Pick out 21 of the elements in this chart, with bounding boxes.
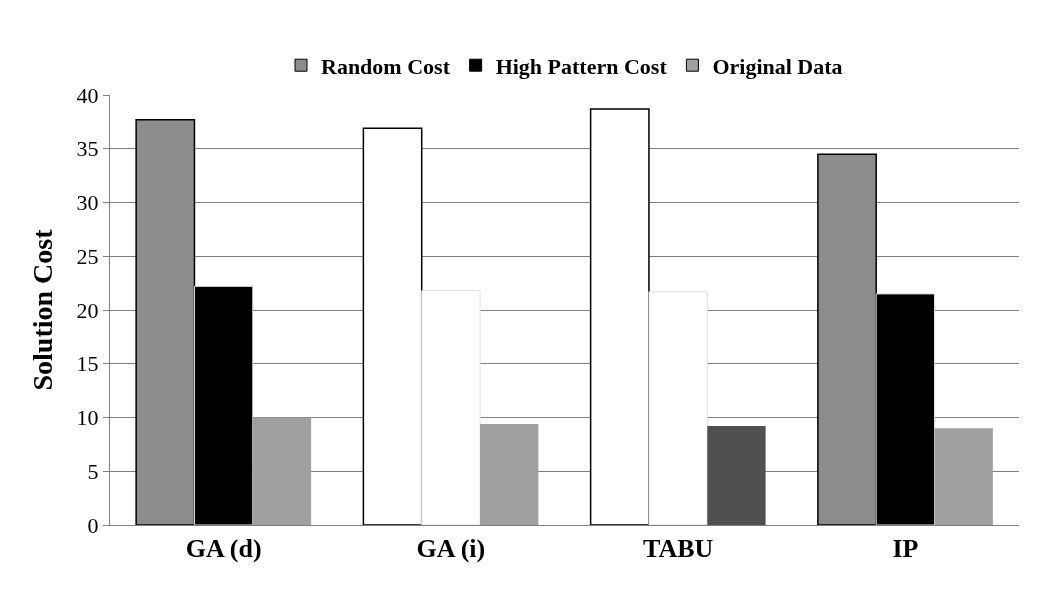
y-tick-label: 25	[76, 243, 99, 269]
legend-label: High Pattern Cost	[495, 53, 668, 79]
bar	[480, 423, 539, 525]
legend-label: Original Data	[712, 53, 843, 79]
bar	[934, 428, 993, 525]
x-tick-label: IP	[892, 534, 919, 564]
y-tick-label: 35	[76, 136, 99, 162]
bar	[252, 417, 312, 525]
y-tick-label: 15	[76, 351, 99, 377]
y-tick-label: 30	[76, 190, 99, 216]
y-tick-label: 20	[76, 297, 99, 323]
legend-label: Random Cost	[321, 53, 451, 79]
y-tick-label: 10	[76, 405, 99, 431]
x-tick-label: GA (d)	[185, 534, 262, 564]
bar	[707, 426, 766, 525]
y-tick-label: 5	[87, 458, 99, 484]
x-tick-label: GA (i)	[416, 534, 486, 564]
y-tick-label: 40	[76, 82, 99, 108]
x-tick-label: TABU	[642, 534, 714, 564]
y-tick-label: 0	[87, 512, 99, 538]
y-axis-title: Solution Cost	[27, 228, 59, 391]
